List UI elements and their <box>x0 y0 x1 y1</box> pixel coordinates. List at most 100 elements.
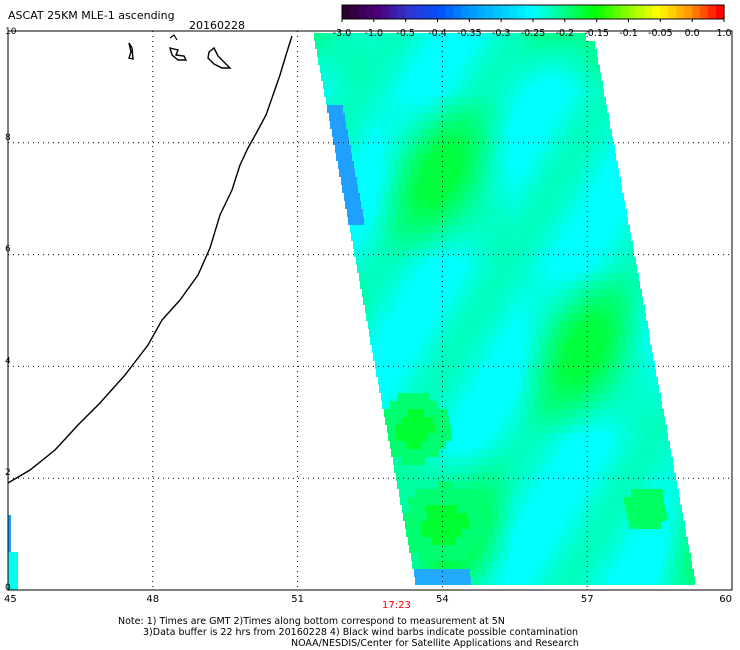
swath-pixel <box>473 113 481 121</box>
swath-pixel <box>448 369 456 377</box>
swath-pixel <box>457 457 465 465</box>
swath-pixel <box>409 417 417 425</box>
swath-pixel <box>673 545 681 553</box>
swath-pixel <box>373 137 381 145</box>
swath-pixel <box>437 49 445 57</box>
swath-pixel <box>544 193 552 201</box>
swath-pixel <box>545 545 553 553</box>
swath-pixel <box>421 481 429 489</box>
swath-pixel <box>642 505 650 513</box>
swath-pixel <box>549 521 557 529</box>
swath-pixel <box>356 129 364 137</box>
swath-pixel <box>464 369 472 377</box>
swath-pixel <box>591 361 599 369</box>
swath-pixel <box>567 233 575 241</box>
swath-pixel <box>423 273 431 281</box>
swath-pixel <box>491 297 499 305</box>
swath-pixel <box>580 345 588 353</box>
swath-pixel <box>417 201 425 209</box>
swath-pixel <box>481 417 489 425</box>
swath-pixel <box>433 73 441 81</box>
swath-pixel <box>480 537 488 545</box>
swath-pixel <box>651 385 659 393</box>
swath-pixel <box>572 257 580 265</box>
swath-pixel <box>436 129 444 137</box>
swath-pixel <box>587 209 595 217</box>
swath-pixel <box>374 313 382 321</box>
swath-pixel <box>644 473 652 481</box>
swath-pixel <box>584 369 592 377</box>
swath-pixel <box>400 65 408 73</box>
swath-pixel <box>490 377 498 385</box>
swath-pixel <box>389 353 397 361</box>
swath-pixel <box>417 457 425 465</box>
swath-pixel <box>592 497 600 505</box>
swath-pixel <box>347 81 355 89</box>
swath-pixel <box>399 273 407 281</box>
swath-pixel <box>428 433 436 441</box>
swath-pixel <box>382 225 390 233</box>
swath-pixel <box>678 569 686 577</box>
swath-pixel <box>559 145 567 153</box>
swath-pixel <box>597 521 605 529</box>
swath-pixel <box>584 153 592 161</box>
swath-pixel <box>647 449 655 457</box>
swath-pixel <box>467 553 475 561</box>
swath-pixel <box>650 505 658 513</box>
swath-pixel <box>548 89 556 97</box>
swath-pixel <box>590 401 598 409</box>
swath-pixel <box>522 33 530 41</box>
swath-pixel <box>566 185 574 193</box>
swath-pixel <box>561 545 569 553</box>
swath-pixel <box>548 561 556 569</box>
swath-pixel <box>539 41 547 49</box>
swath-pixel <box>473 417 481 425</box>
swath-pixel <box>433 457 441 465</box>
swath-pixel <box>628 433 636 441</box>
swath-pixel <box>511 145 519 153</box>
swath-pixel <box>583 145 591 153</box>
swath-pixel <box>381 49 389 57</box>
swath-pixel <box>432 153 440 161</box>
swath-pixel <box>619 553 627 561</box>
swath-pixel <box>540 433 548 441</box>
swath-pixel <box>530 161 538 169</box>
swath-pixel <box>537 73 545 81</box>
swath-pixel <box>596 129 604 137</box>
swath-pixel <box>540 129 548 137</box>
swath-pixel <box>498 377 506 385</box>
swath-pixel <box>559 489 567 497</box>
swath-pixel <box>573 49 581 57</box>
swath-pixel <box>533 521 541 529</box>
swath-pixel <box>601 329 609 337</box>
swath-pixel <box>557 305 565 313</box>
swath-pixel <box>467 513 475 521</box>
swath-pixel <box>630 313 638 321</box>
colorbar-segment <box>493 5 502 19</box>
swath-pixel <box>521 201 529 209</box>
swath-pixel <box>449 417 457 425</box>
swath-pixel <box>488 153 496 161</box>
swath-pixel <box>465 241 473 249</box>
swath-pixel <box>468 89 476 97</box>
swath-pixel <box>612 433 620 441</box>
swath-pixel <box>526 529 534 537</box>
swath-pixel <box>433 113 441 121</box>
swath-pixel <box>486 97 494 105</box>
swath-pixel <box>453 177 461 185</box>
swath-pixel <box>506 377 514 385</box>
swath-pixel <box>481 241 489 249</box>
swath-pixel <box>464 65 472 73</box>
swath-pixel <box>402 465 410 473</box>
swath-pixel <box>499 425 507 433</box>
swath-pixel <box>446 529 454 537</box>
swath-pixel <box>492 561 500 569</box>
swath-pixel <box>650 377 658 385</box>
swath-pixel <box>586 121 594 129</box>
swath-pixel <box>482 33 490 41</box>
swath-pixel <box>439 489 447 497</box>
swath-pixel <box>556 217 564 225</box>
swath-pixel <box>414 441 422 449</box>
swath-pixel <box>379 169 387 177</box>
swath-pixel <box>565 49 573 57</box>
